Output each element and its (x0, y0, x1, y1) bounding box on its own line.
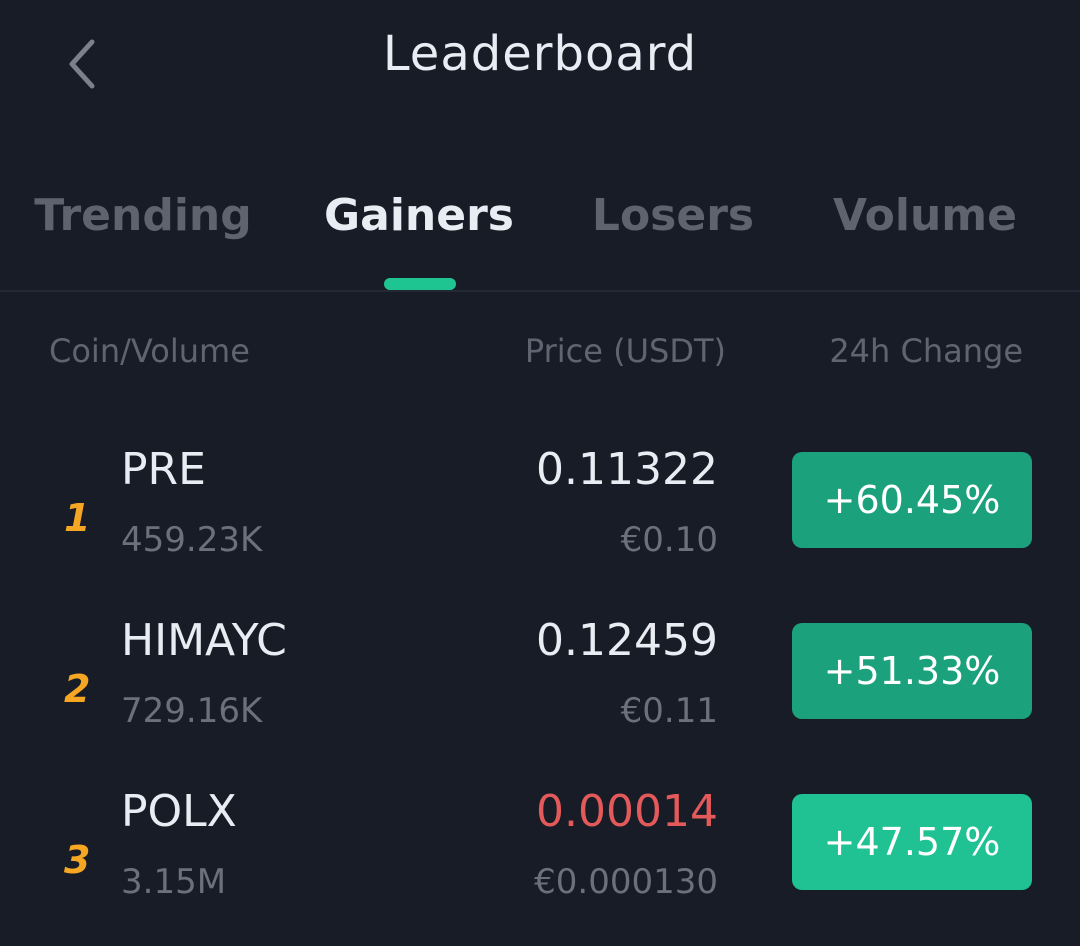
coin-symbol: POLX (121, 786, 237, 837)
tab-losers[interactable]: Losers (591, 190, 755, 241)
table-row[interactable]: 3 POLX 3.15M 0.00014 €0.000130 +47.57% (0, 786, 1080, 946)
coin-volume: 459.23K (121, 520, 263, 560)
rank-number: 1 (64, 496, 91, 540)
table-row[interactable]: 2 HIMAYC 729.16K 0.12459 €0.11 +51.33% (0, 615, 1080, 786)
rank-number: 3 (64, 838, 91, 882)
change-badge[interactable]: +60.45% (792, 452, 1032, 548)
tab-divider (0, 290, 1080, 292)
fiat-price: €0.10 (620, 520, 718, 560)
coin-price: 0.11322 (536, 444, 718, 495)
column-header-coin-volume[interactable]: Coin/Volume (49, 332, 250, 370)
coin-volume: 729.16K (121, 691, 263, 731)
column-header-24h-change[interactable]: 24h Change (829, 332, 1023, 370)
coin-symbol: PRE (121, 444, 206, 495)
coin-symbol: HIMAYC (121, 615, 287, 666)
coin-price: 0.00014 (536, 786, 718, 837)
coin-volume: 3.15M (121, 862, 227, 902)
coin-price: 0.12459 (536, 615, 718, 666)
page-title: Leaderboard (382, 26, 698, 82)
table-row[interactable]: 1 PRE 459.23K 0.11322 €0.10 +60.45% (0, 444, 1080, 615)
tab-gainers[interactable]: Gainers (324, 190, 514, 241)
back-button[interactable] (56, 30, 112, 94)
rank-number: 2 (64, 667, 91, 711)
tab-volume[interactable]: Volume (833, 190, 1017, 241)
chevron-left-icon (69, 39, 95, 89)
active-tab-indicator (384, 278, 456, 290)
fiat-price: €0.000130 (534, 862, 718, 902)
column-header-price[interactable]: Price (USDT) (524, 332, 726, 370)
change-badge[interactable]: +47.57% (792, 794, 1032, 890)
fiat-price: €0.11 (620, 691, 718, 731)
tab-bar: Trending Gainers Losers Volume (0, 180, 1080, 290)
change-badge[interactable]: +51.33% (792, 623, 1032, 719)
tab-trending[interactable]: Trending (34, 190, 252, 241)
